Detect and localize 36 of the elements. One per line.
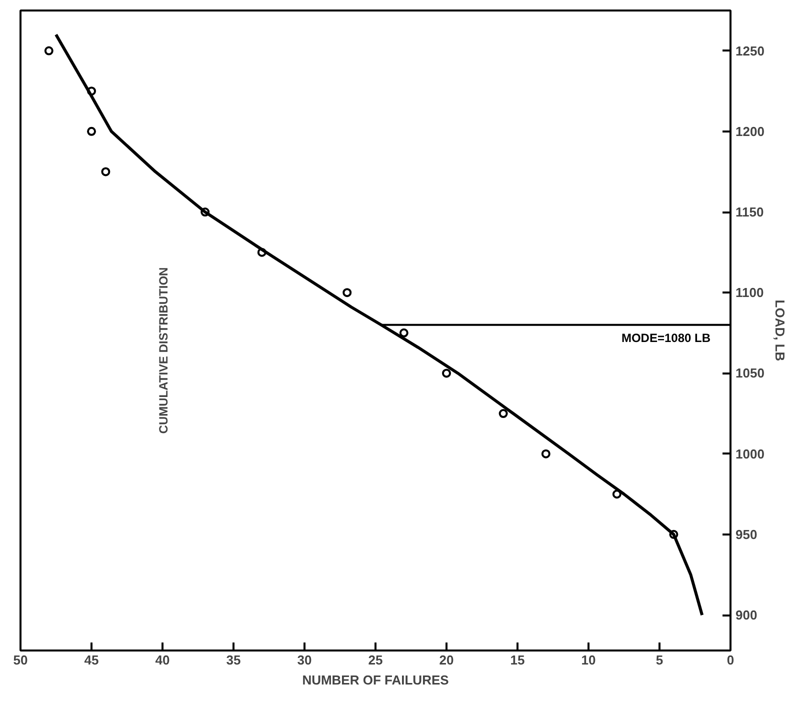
point [498,409,508,418]
x-tick-label: 45 [84,652,99,668]
x-tick-label: 5 [656,652,664,668]
y-tick-label: 1150 [736,204,764,220]
y-axis-title: LOAD, LB [772,300,788,362]
x-tick-label: 20 [439,652,454,668]
y-tick-label: 1050 [736,366,764,381]
y-tick-label: 950 [736,526,758,542]
point [200,208,210,217]
y-tick-label: 1100 [736,285,764,300]
point [87,126,96,136]
x-tick-label: 40 [155,652,170,668]
point [342,288,352,298]
ref-line-label: MODE=1080 LB [621,330,711,345]
y-tick-label: 900 [736,608,758,623]
annotation: CUMULATIVE DISTRIBUTION [156,267,170,434]
point [44,46,54,56]
y-tick-label: 1250 [736,43,764,58]
point [101,167,110,176]
point [399,328,408,338]
point [257,248,266,257]
x-tick-label: 10 [581,652,596,668]
y-tick-label: 1200 [736,124,764,139]
x-tick-label: 50 [13,652,28,668]
point [669,530,678,539]
x-tick-label: 35 [226,652,241,668]
x-tick-label: 25 [368,652,383,668]
point [541,449,550,458]
y-tick-label: 1000 [736,446,764,462]
point [612,490,622,499]
x-tick-label: 30 [297,652,312,668]
point [442,368,451,378]
point [87,86,96,96]
x-tick-label: 0 [726,652,734,668]
x-tick-label: 15 [510,652,525,668]
x-axis-title: NUMBER OF FAILURES [302,672,450,688]
